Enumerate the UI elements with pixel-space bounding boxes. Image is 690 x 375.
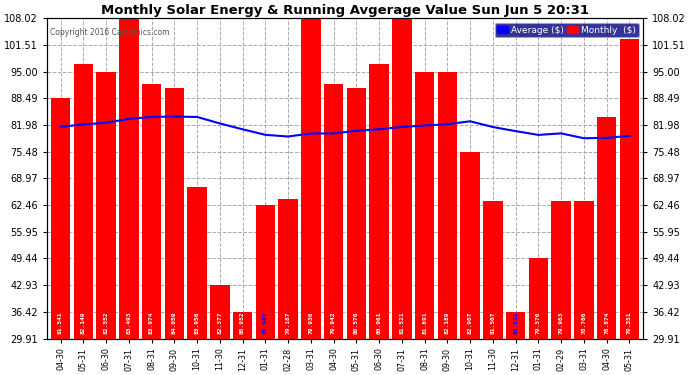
Bar (597, 117, 616, 339)
Bar (97, 72, 116, 339)
Text: 79.942: 79.942 (331, 312, 336, 334)
Bar (460, 152, 480, 339)
Bar (324, 84, 344, 339)
Bar (256, 205, 275, 339)
Bar (142, 84, 161, 339)
Text: 82.189: 82.189 (445, 312, 450, 334)
Text: 83.974: 83.974 (149, 312, 154, 334)
Text: 82.907: 82.907 (468, 312, 473, 334)
Bar (574, 201, 593, 339)
Bar (210, 285, 230, 339)
Text: 80.576: 80.576 (354, 312, 359, 334)
Title: Monthly Solar Energy & Running Avgerage Value Sun Jun 5 20:31: Monthly Solar Energy & Running Avgerage … (101, 4, 589, 17)
Text: 79.187: 79.187 (286, 312, 290, 334)
Bar (369, 63, 388, 339)
Bar (188, 186, 207, 339)
Text: 81.521: 81.521 (400, 312, 404, 334)
Bar (165, 88, 184, 339)
Bar (279, 199, 298, 339)
Text: 78.766: 78.766 (582, 312, 586, 334)
Text: 84.059: 84.059 (172, 312, 177, 334)
Text: 83.956: 83.956 (195, 312, 199, 334)
Text: 79.936: 79.936 (308, 312, 313, 334)
Text: 83.493: 83.493 (126, 312, 131, 334)
Bar (51, 98, 70, 339)
Text: 78.874: 78.874 (604, 312, 609, 334)
Bar (74, 63, 93, 339)
Text: 81.507: 81.507 (491, 312, 495, 334)
Text: 81.891: 81.891 (422, 312, 427, 334)
Bar (620, 39, 639, 339)
Bar (302, 18, 321, 339)
Legend: Average ($), Monthly  ($): Average ($), Monthly ($) (495, 23, 638, 37)
Bar (551, 201, 571, 339)
Text: 79.607: 79.607 (263, 312, 268, 334)
Text: Copyright 2016 Cartronics.com: Copyright 2016 Cartronics.com (50, 28, 170, 37)
Bar (437, 72, 457, 339)
Bar (506, 312, 525, 339)
Bar (415, 72, 434, 339)
Text: 79.576: 79.576 (536, 312, 541, 334)
Bar (119, 18, 139, 339)
Text: 81.541: 81.541 (58, 312, 63, 334)
Text: 79.351: 79.351 (627, 312, 632, 334)
Text: 79.963: 79.963 (559, 312, 564, 334)
Text: 82.377: 82.377 (217, 312, 222, 334)
Bar (233, 312, 253, 339)
Text: 80.952: 80.952 (240, 312, 245, 334)
Bar (483, 201, 502, 339)
Text: 80.961: 80.961 (377, 312, 382, 334)
Text: 82.552: 82.552 (104, 312, 108, 334)
Text: 82.149: 82.149 (81, 312, 86, 334)
Bar (529, 258, 548, 339)
Bar (392, 18, 411, 339)
Text: 80.512: 80.512 (513, 312, 518, 334)
Bar (346, 88, 366, 339)
